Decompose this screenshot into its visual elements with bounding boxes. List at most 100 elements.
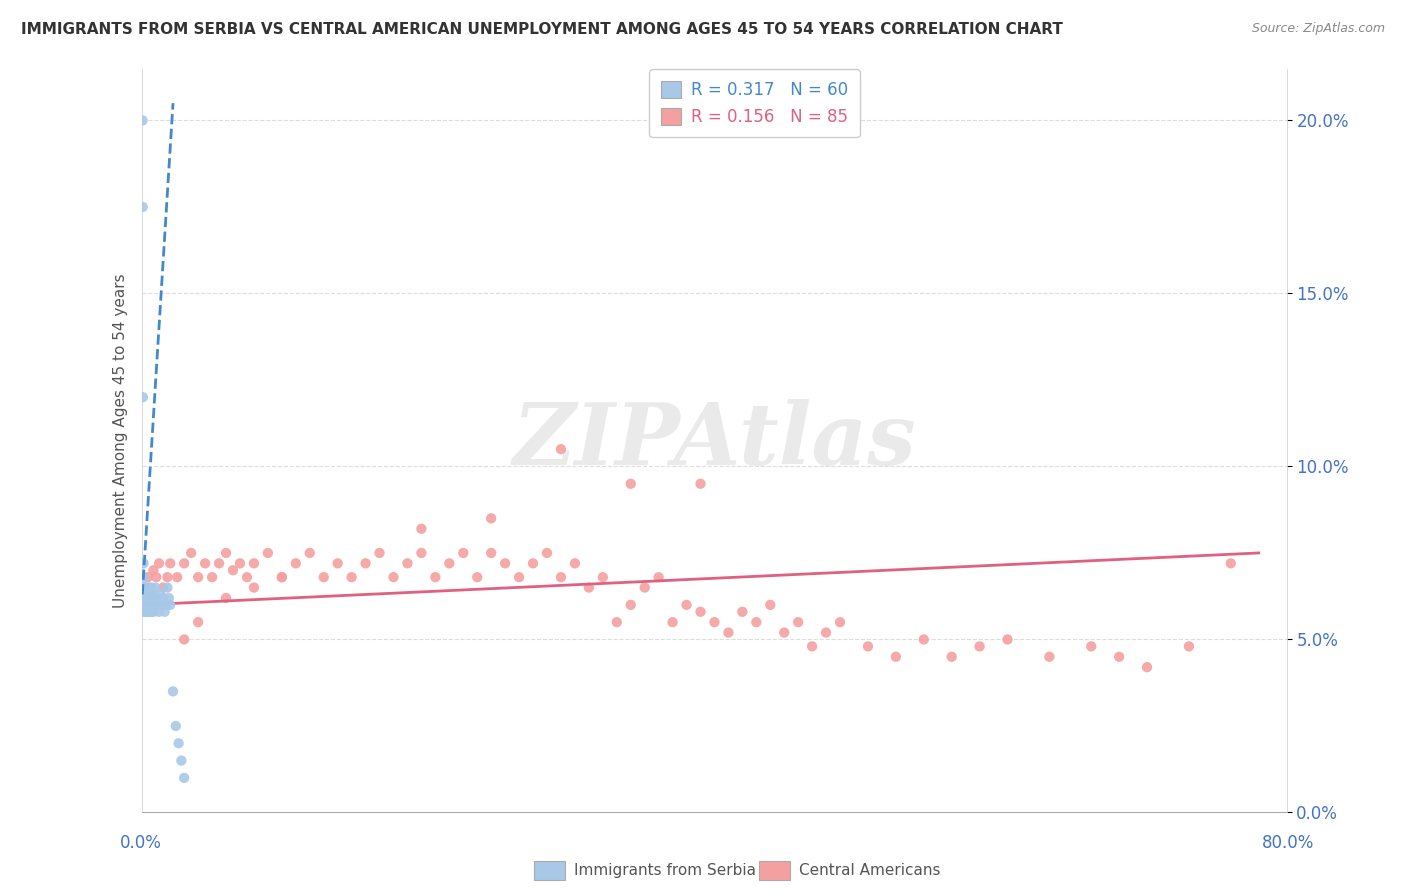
Point: [135, 587, 157, 601]
Point: [143, 598, 166, 612]
Point: [717, 625, 740, 640]
Point: [145, 598, 167, 612]
Text: Immigrants from Serbia: Immigrants from Serbia: [574, 863, 755, 878]
Point: [166, 570, 188, 584]
Point: [243, 557, 266, 571]
Point: [148, 557, 170, 571]
Point: [132, 200, 155, 214]
Point: [508, 570, 530, 584]
Point: [141, 591, 163, 605]
Point: [731, 605, 754, 619]
Point: [1038, 649, 1060, 664]
Point: [136, 581, 159, 595]
Point: [620, 598, 643, 612]
Point: [134, 605, 156, 619]
Point: [152, 591, 174, 605]
Point: [451, 546, 474, 560]
Point: [550, 442, 572, 457]
Point: [396, 557, 419, 571]
Point: [647, 570, 669, 584]
Point: [165, 719, 187, 733]
Point: [222, 563, 245, 577]
Point: [149, 587, 172, 601]
Point: [136, 605, 159, 619]
Point: [243, 581, 266, 595]
Point: [132, 598, 155, 612]
Point: [550, 570, 572, 584]
Point: [138, 587, 160, 601]
Point: [689, 605, 711, 619]
Point: [270, 570, 292, 584]
Point: [578, 581, 600, 595]
Point: [173, 557, 195, 571]
Point: [150, 598, 173, 612]
Point: [152, 581, 174, 595]
Point: [425, 570, 447, 584]
Point: [138, 605, 160, 619]
Point: [208, 557, 231, 571]
Point: [142, 587, 165, 601]
Point: [173, 632, 195, 647]
Point: [536, 546, 558, 560]
Point: [162, 684, 184, 698]
Point: [592, 570, 614, 584]
Point: [941, 649, 963, 664]
Point: [773, 625, 796, 640]
Point: [139, 598, 162, 612]
Point: [997, 632, 1019, 647]
Point: [1136, 660, 1159, 674]
Point: [143, 591, 166, 605]
Point: [131, 113, 153, 128]
Point: [340, 570, 363, 584]
Point: [135, 591, 157, 605]
Point: [1080, 640, 1102, 654]
Point: [157, 591, 180, 605]
Point: [884, 649, 907, 664]
Point: [382, 570, 405, 584]
Point: [759, 598, 782, 612]
Point: [141, 598, 163, 612]
Point: [634, 581, 657, 595]
Point: [155, 598, 177, 612]
Point: [201, 570, 224, 584]
Point: [969, 640, 991, 654]
Point: [326, 557, 349, 571]
Point: [135, 581, 157, 595]
Point: [298, 546, 321, 560]
Point: [675, 598, 697, 612]
Point: [132, 390, 155, 404]
Point: [135, 591, 157, 605]
Point: [136, 598, 159, 612]
Point: [134, 605, 156, 619]
Point: [745, 615, 768, 629]
Point: [136, 570, 159, 584]
Legend: R = 0.317   N = 60, R = 0.156   N = 85: R = 0.317 N = 60, R = 0.156 N = 85: [650, 70, 859, 137]
Point: [606, 615, 628, 629]
Point: [141, 605, 163, 619]
Point: [787, 615, 810, 629]
Point: [141, 581, 163, 595]
Point: [494, 557, 516, 571]
Point: [180, 546, 202, 560]
Point: [689, 476, 711, 491]
Point: [139, 587, 162, 601]
Point: [564, 557, 586, 571]
Point: [139, 605, 162, 619]
Text: 0.0%: 0.0%: [120, 834, 162, 852]
Point: [354, 557, 377, 571]
Point: [134, 598, 156, 612]
Point: [522, 557, 544, 571]
Point: [187, 570, 209, 584]
Point: [1178, 640, 1201, 654]
Point: [912, 632, 935, 647]
Point: [132, 581, 155, 595]
Point: [134, 591, 156, 605]
Point: [856, 640, 879, 654]
Point: [465, 570, 488, 584]
Point: [620, 476, 643, 491]
Point: [142, 605, 165, 619]
Point: [136, 591, 159, 605]
Point: [135, 598, 157, 612]
Point: [368, 546, 391, 560]
Point: [661, 615, 683, 629]
